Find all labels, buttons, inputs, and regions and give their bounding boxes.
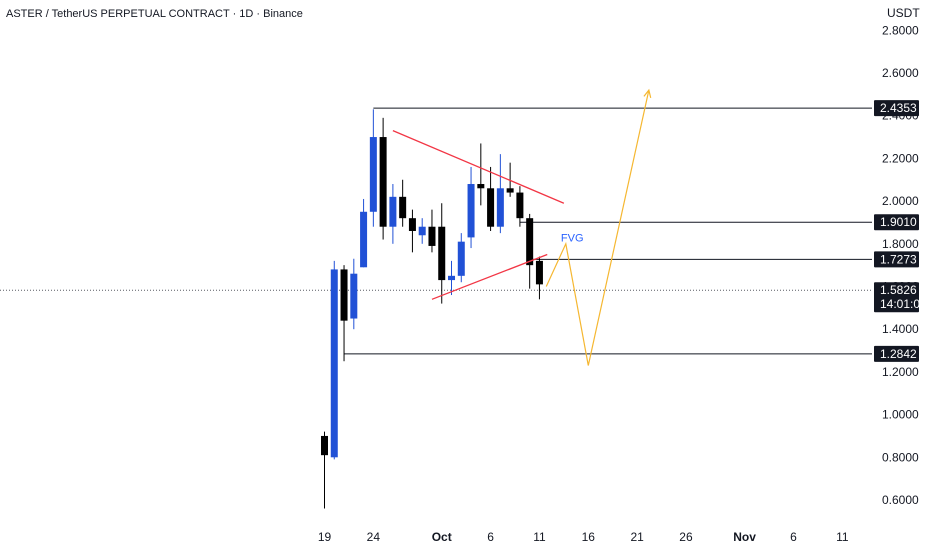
candle-15 — [467, 166, 475, 249]
candle-body — [340, 269, 348, 321]
triangle-line-1 — [431, 253, 548, 300]
candle-body — [526, 218, 534, 266]
candle-body — [350, 273, 358, 319]
candle-body — [360, 211, 368, 268]
horizontal-levels — [344, 107, 872, 355]
candles — [321, 109, 543, 509]
candle-12 — [438, 203, 446, 304]
candle-18 — [496, 154, 504, 234]
candle-14 — [457, 233, 465, 283]
candle-body — [457, 241, 465, 276]
fvg-label: FVG — [561, 233, 584, 245]
x-tick-label: 11 — [533, 530, 546, 544]
y-tick-label: 2.2000 — [882, 151, 919, 165]
level-tag-text: 1.9010 — [880, 215, 917, 229]
level-tag-bg — [874, 251, 919, 268]
candle-22 — [535, 256, 543, 300]
y-tick-label: 2.8000 — [882, 23, 919, 37]
candle-body — [321, 435, 328, 456]
candle-body — [487, 188, 495, 227]
projection-path — [545, 89, 650, 366]
candle-10 — [418, 218, 426, 244]
candle-body — [516, 192, 524, 219]
candle-body — [379, 137, 387, 227]
y-tick-label: 0.8000 — [882, 450, 919, 464]
x-tick-label: 19 — [318, 530, 332, 544]
candle-21 — [526, 213, 534, 289]
x-tick-label: 26 — [679, 530, 693, 544]
level-tag-bg — [874, 345, 919, 362]
y-tick-label: 2.0000 — [882, 194, 919, 208]
triangle-line-0 — [392, 130, 565, 204]
current-price-tag-text: 1.5826 — [880, 283, 917, 297]
candle-body — [506, 188, 514, 193]
x-tick-label: 6 — [487, 530, 494, 544]
x-tick-label: 6 — [790, 530, 797, 544]
candle-2 — [340, 265, 348, 362]
candle-body — [369, 137, 377, 212]
candle-9 — [408, 209, 416, 253]
candle-0 — [321, 431, 328, 509]
y-tick-label: 1.0000 — [882, 408, 919, 422]
candle-body — [535, 260, 543, 285]
candle-body — [408, 218, 416, 231]
candle-6 — [379, 117, 387, 240]
candle-body — [438, 226, 446, 281]
chart-title: ASTER / TetherUS PERPETUAL CONTRACT · 1D… — [6, 8, 303, 20]
candle-11 — [428, 209, 436, 253]
candle-5 — [369, 109, 377, 227]
drawings: FVG — [392, 88, 652, 366]
candle-body — [428, 226, 436, 246]
candle-8 — [399, 179, 407, 227]
x-tick-label: 21 — [630, 530, 644, 544]
candle-body — [399, 196, 407, 219]
level-tag-bg — [874, 214, 919, 231]
y-tick-label: 0.6000 — [882, 493, 919, 507]
candle-20 — [516, 186, 524, 227]
x-tick-label: 24 — [367, 530, 381, 544]
candle-16 — [477, 143, 485, 206]
candle-body — [496, 188, 504, 227]
level-tag-text: 1.7273 — [880, 252, 917, 266]
candle-body — [330, 269, 338, 458]
candle-body — [389, 196, 397, 227]
candle-1 — [330, 260, 338, 460]
level-tag-bg — [874, 100, 919, 117]
candle-body — [467, 184, 475, 238]
level-tag-text: 1.2842 — [880, 347, 917, 361]
candle-body — [477, 184, 485, 189]
countdown-text: 14:01:01 — [880, 297, 927, 311]
x-tick-label: 16 — [582, 530, 596, 544]
candle-3 — [350, 258, 358, 330]
candle-4 — [360, 198, 368, 268]
currency-label: USDT — [887, 6, 920, 20]
y-tick-label: 1.8000 — [882, 237, 919, 251]
time-axis[interactable]: 19 24 Oct 6 11 16 21 26 Nov 6 11 — [318, 530, 849, 544]
candle-body — [418, 226, 426, 236]
candle-13 — [448, 260, 456, 296]
x-tick-label: Oct — [432, 530, 452, 544]
y-tick-label: 1.2000 — [882, 365, 919, 379]
candle-body — [448, 275, 456, 281]
candle-7 — [389, 184, 397, 244]
x-tick-label: 11 — [836, 530, 849, 544]
y-tick-label: 2.6000 — [882, 66, 919, 80]
candle-17 — [487, 166, 495, 231]
projection-arrowhead — [643, 88, 652, 99]
current-price-tag-bg — [874, 282, 919, 313]
level-tag-text: 2.4353 — [880, 101, 917, 115]
y-tick-label: 1.4000 — [882, 322, 919, 336]
x-tick-label: Nov — [733, 530, 756, 544]
